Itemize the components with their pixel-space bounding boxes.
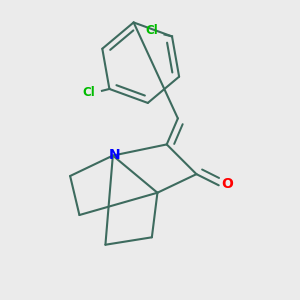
Text: Cl: Cl xyxy=(82,86,95,99)
Text: Cl: Cl xyxy=(145,24,158,37)
Text: O: O xyxy=(221,177,233,191)
Text: N: N xyxy=(109,148,121,162)
